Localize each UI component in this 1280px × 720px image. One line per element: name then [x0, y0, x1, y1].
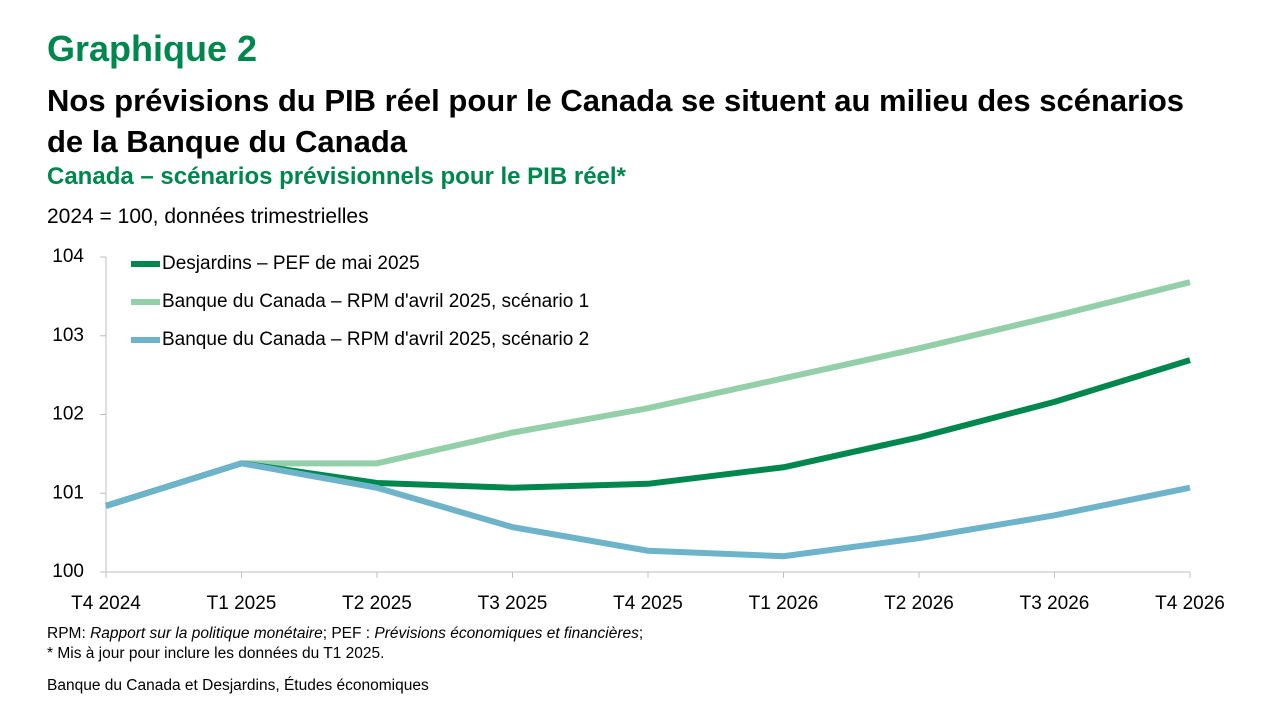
note-text: RPM:	[47, 625, 91, 642]
footnote: * Mis à jour pour inclure les données du…	[47, 645, 385, 662]
note-text: Prévisions économiques et financières	[374, 625, 639, 642]
series-line	[105, 460, 1191, 560]
x-tick-label: T4 2025	[613, 593, 683, 614]
chart-title: Nos prévisions du PIB réel pour le Canad…	[47, 83, 1185, 159]
source: Banque du Canada et Desjardins, Études é…	[47, 677, 429, 694]
chart-label: Graphique 2	[47, 28, 258, 69]
x-tick-label: T2 2025	[342, 593, 412, 614]
y-tick-label: 103	[52, 325, 84, 346]
x-tick-label: T3 2026	[1020, 593, 1090, 614]
x-tick-label: T1 2025	[207, 593, 277, 614]
series-line	[105, 357, 1191, 509]
x-tick-label: T4 2024	[71, 593, 141, 614]
y-axis-label: 2024 = 100, données trimestrielles	[47, 205, 369, 228]
x-tick-label: T3 2025	[478, 593, 548, 614]
y-tick-label: 101	[52, 482, 84, 503]
x-tick-label: T1 2026	[749, 593, 819, 614]
footnote: RPM: Rapport sur la politique monétaire;…	[47, 625, 643, 643]
y-tick-label: 102	[52, 404, 84, 425]
chart-subtitle: Canada – scénarios prévisionnels pour le…	[47, 163, 626, 190]
y-tick-label: 104	[52, 246, 84, 267]
legend-label: Banque du Canada – RPM d'avril 2025, scé…	[162, 291, 589, 312]
note-text: Rapport sur la politique monétaire	[90, 625, 323, 642]
note-text: ; PEF :	[322, 625, 375, 642]
legend-label: Banque du Canada – RPM d'avril 2025, scé…	[162, 329, 589, 350]
series-line	[105, 279, 1191, 509]
legend-label: Desjardins – PEF de mai 2025	[162, 253, 420, 274]
x-tick-label: T4 2026	[1155, 593, 1225, 614]
x-tick-label: T2 2026	[884, 593, 954, 614]
note-text: ;	[638, 625, 644, 642]
y-tick-label: 100	[52, 561, 84, 582]
